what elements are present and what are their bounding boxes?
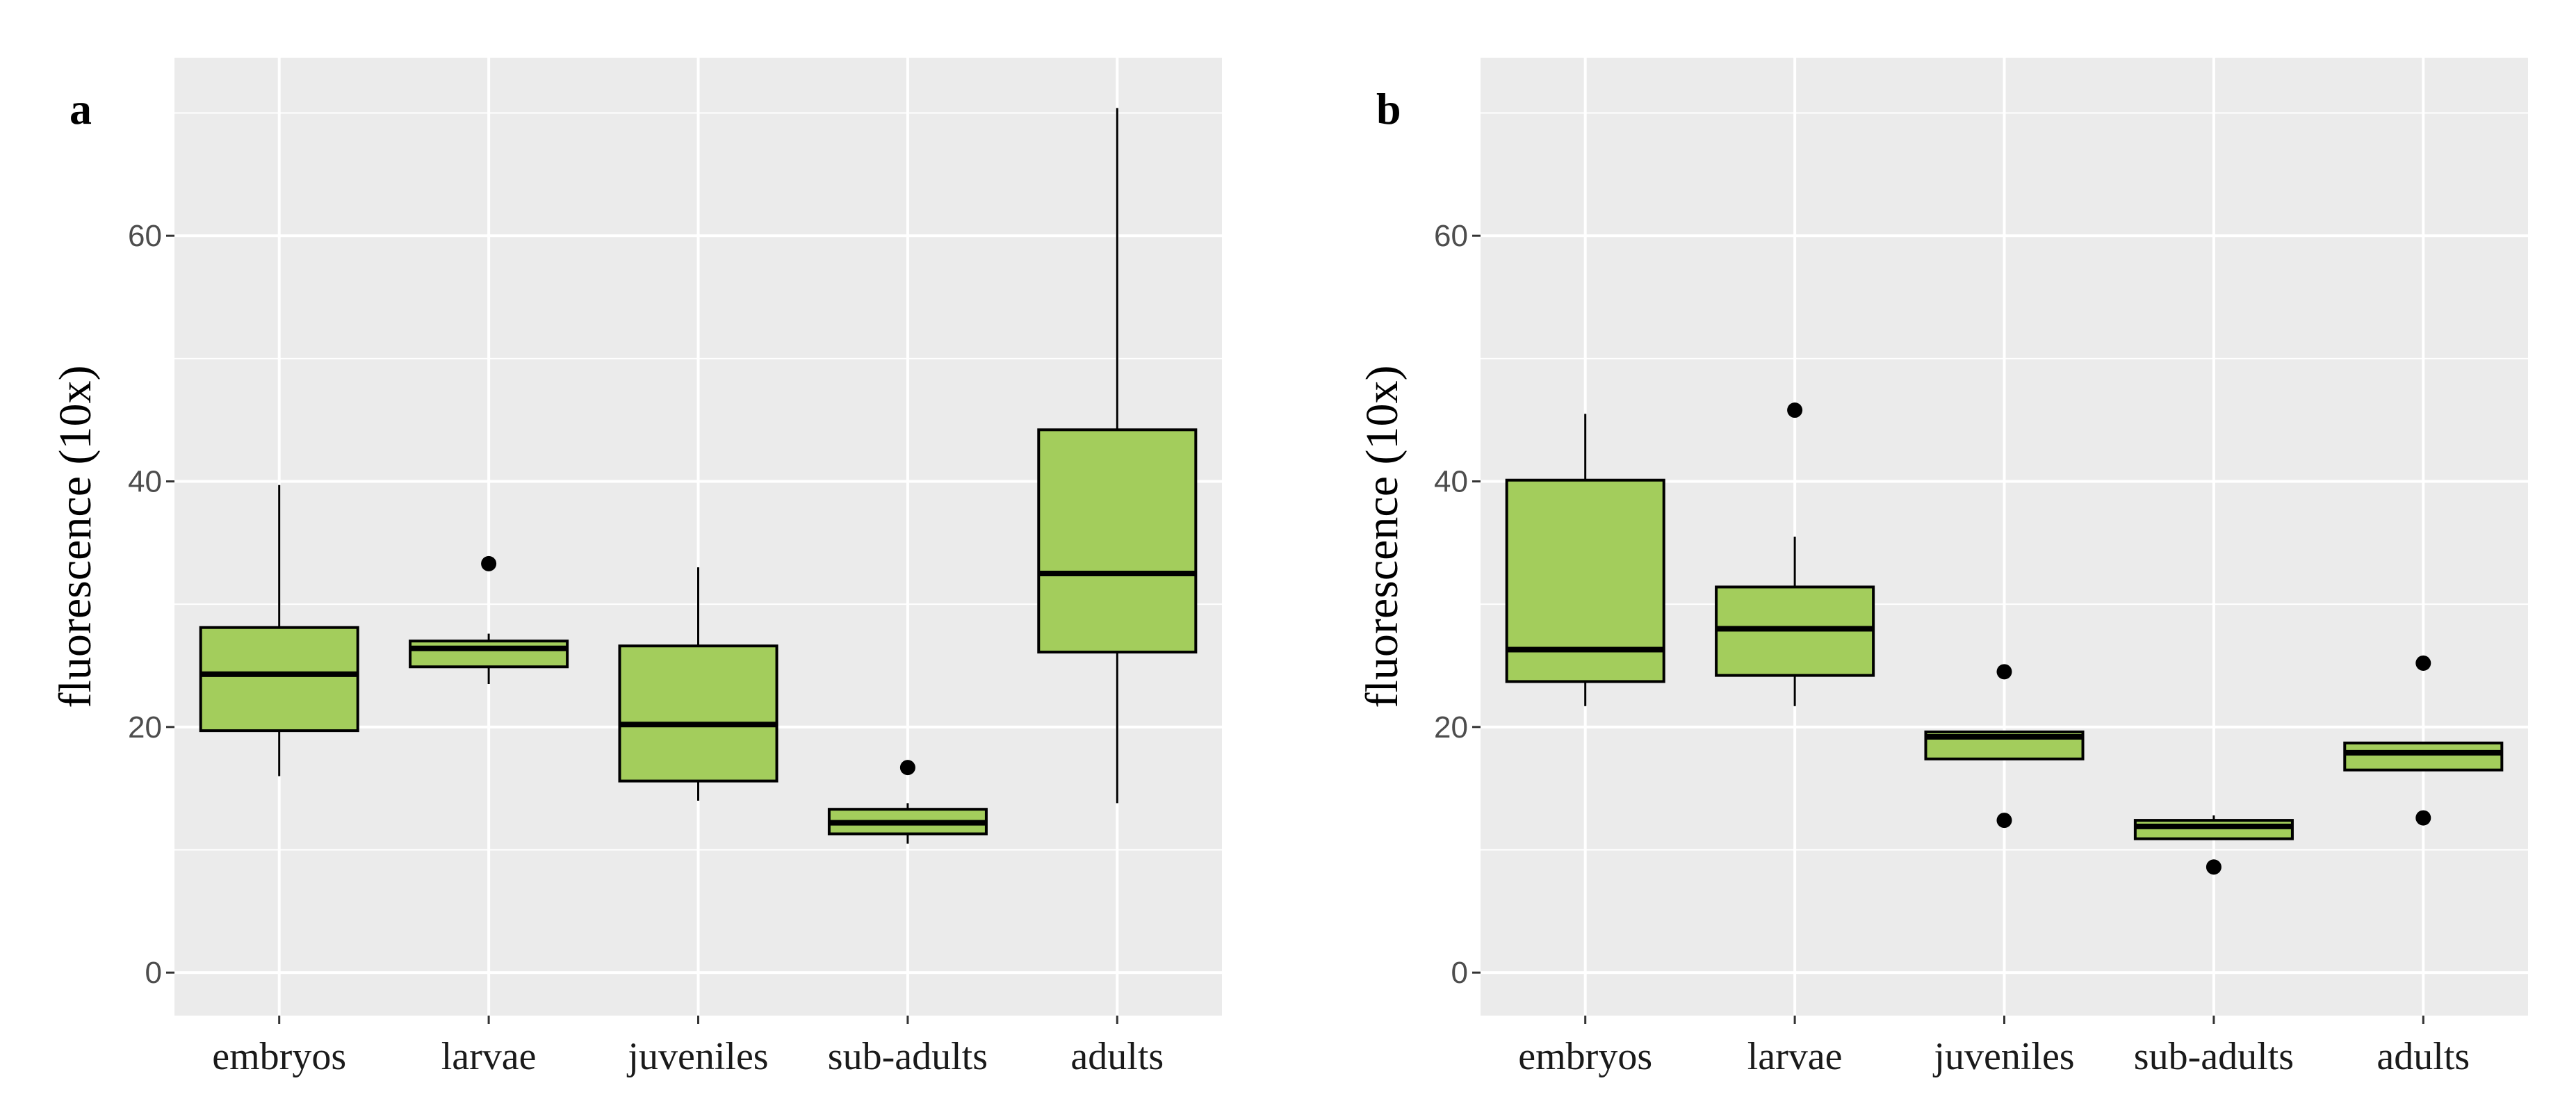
x-category-label: sub-adults <box>2134 1035 2294 1078</box>
y-tick-label: 20 <box>128 710 162 744</box>
box-embryos <box>199 485 359 776</box>
outlier-point <box>899 760 915 776</box>
y-axis-title: fluorescence (10x) <box>1357 366 1408 708</box>
y-tick-label: 0 <box>145 956 162 990</box>
y-axis-title: fluorescence (10x) <box>50 366 101 708</box>
x-category-label: adults <box>1070 1035 1164 1078</box>
box-larvae <box>409 555 569 684</box>
x-category-label: juveniles <box>1932 1035 2074 1078</box>
y-tick-label: 0 <box>1451 956 1468 990</box>
y-tick-label: 40 <box>128 465 162 499</box>
chart-panel-a: 0 20 40 60 embryos larvae juveniles sub-adults a… <box>50 58 1222 1078</box>
outlier-point <box>2415 655 2431 671</box>
outlier-point <box>2415 810 2431 826</box>
x-category-label: larvae <box>441 1035 537 1078</box>
x-category-label: embryos <box>212 1035 346 1078</box>
box-iqr <box>199 626 359 733</box>
outlier-point <box>1996 664 2012 680</box>
y-tick-label: 60 <box>128 219 162 253</box>
box-iqr <box>618 644 778 783</box>
outlier-point <box>2206 859 2222 875</box>
box-sub-adults <box>827 760 988 844</box>
box-larvae <box>1715 402 1875 706</box>
y-tick-label: 60 <box>1434 219 1468 253</box>
box-adults <box>1037 108 1198 804</box>
panel-label: a <box>70 84 92 133</box>
y-tick-label: 20 <box>1434 710 1468 744</box>
chart-panel-b: 0 20 40 60 embryos larvae juveniles sub-adults a… <box>1357 58 2528 1078</box>
x-category-label: larvae <box>1747 1035 1843 1078</box>
box-juveniles <box>1924 664 2085 829</box>
box-iqr <box>1037 428 1198 654</box>
box-iqr <box>409 640 569 669</box>
x-category-label: adults <box>2377 1035 2470 1078</box>
x-category-label: sub-adults <box>828 1035 988 1078</box>
outlier-point <box>1996 813 2012 829</box>
outlier-point <box>1787 402 1803 418</box>
outlier-point <box>481 555 497 571</box>
x-category-label: juveniles <box>626 1035 768 1078</box>
box-iqr <box>2133 819 2294 840</box>
box-embryos <box>1505 414 1665 706</box>
x-category-label: embryos <box>1518 1035 1652 1078</box>
panel-label: b <box>1376 84 1401 133</box>
box-adults <box>2343 655 2504 826</box>
box-sub-adults <box>2133 815 2294 875</box>
y-tick-label: 40 <box>1434 465 1468 499</box>
box-iqr <box>2343 741 2504 772</box>
box-juveniles <box>618 567 778 801</box>
